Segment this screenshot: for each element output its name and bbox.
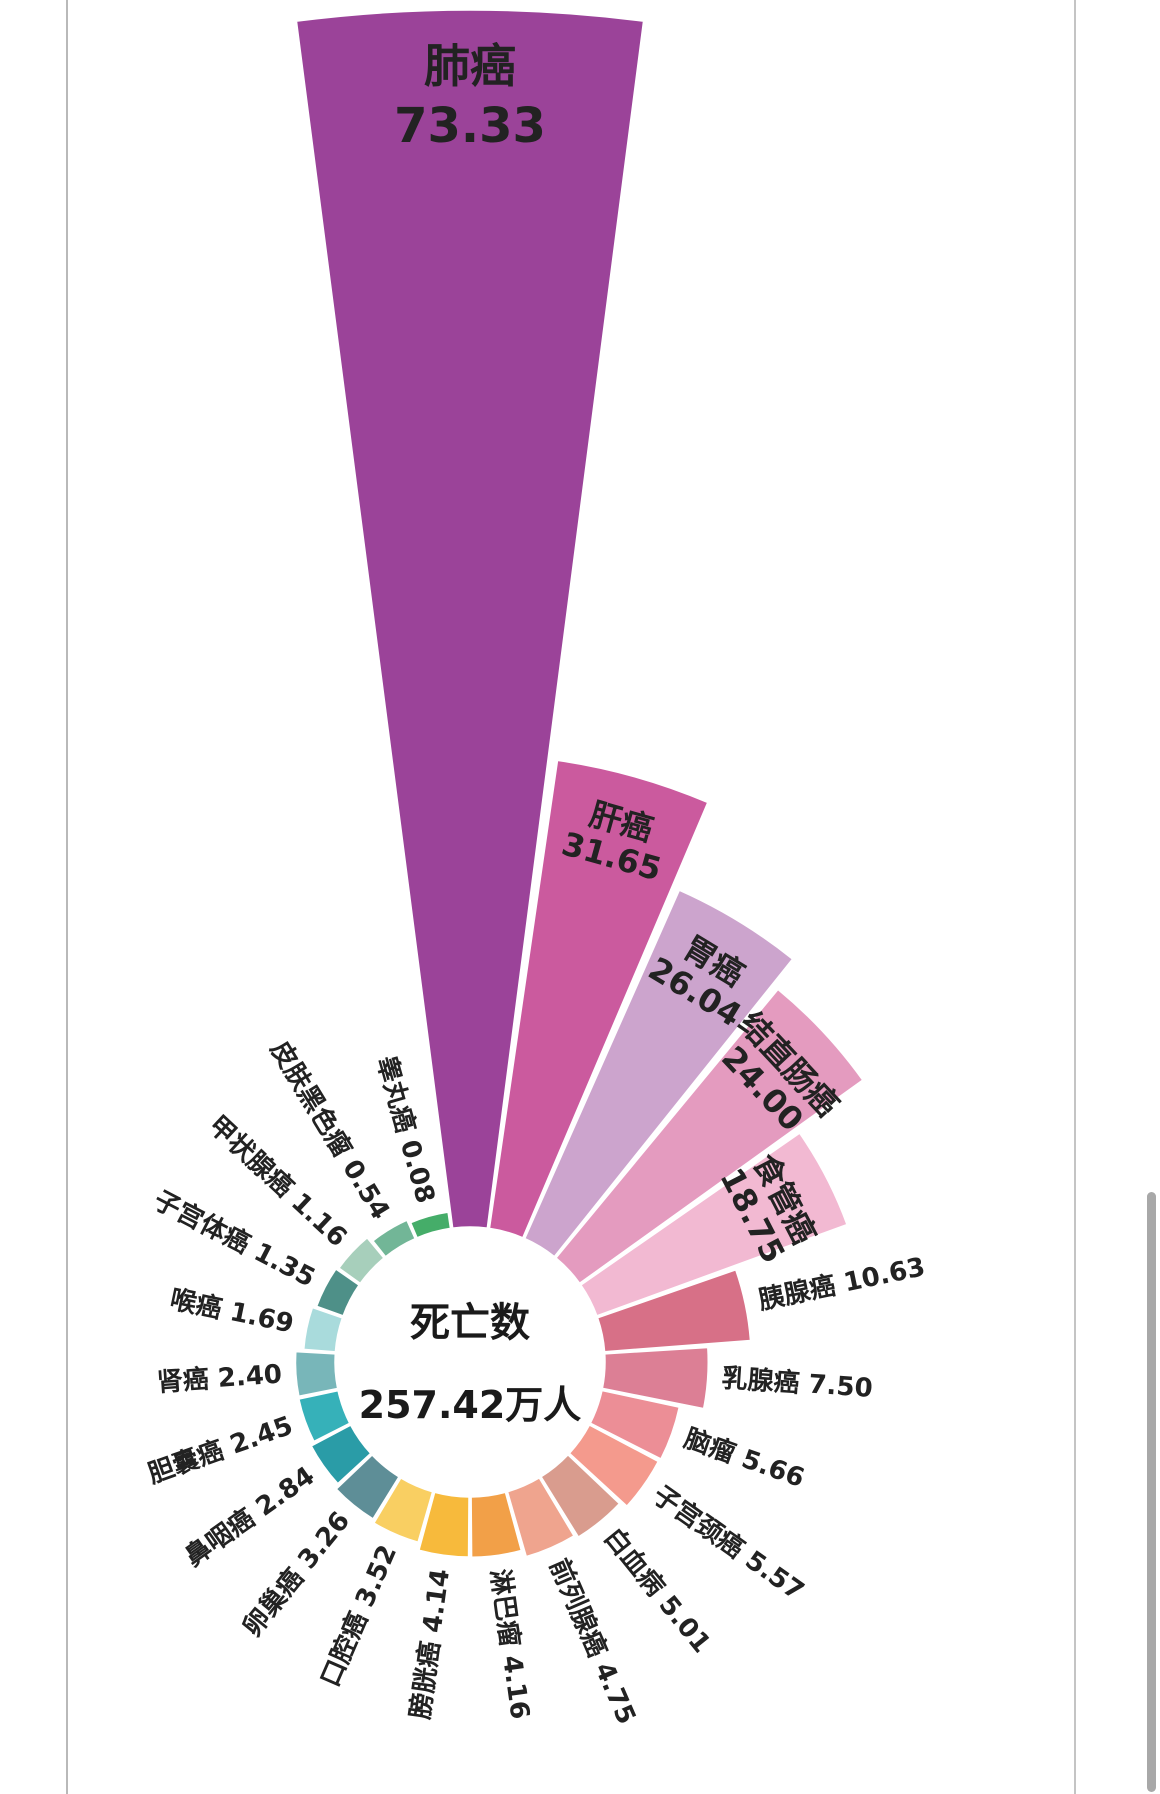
- center-total: 257.42万人: [359, 1383, 582, 1427]
- bar-3: [554, 988, 864, 1285]
- bar-8: [568, 1423, 660, 1508]
- bar-18: [302, 1306, 344, 1353]
- bar-16: [297, 1389, 351, 1443]
- bar-category-label: 口腔癌 3.52: [314, 1540, 403, 1691]
- bar-label-5: 胰腺癌 10.63: [756, 1251, 928, 1316]
- bar-category-label: 肺癌: [424, 39, 516, 93]
- bar-category-label: 膀胱癌 4.14: [405, 1567, 456, 1722]
- bar-category-label: 睾丸癌 0.08: [370, 1053, 441, 1207]
- chart-card: [66, 0, 1076, 1794]
- bar-category-label: 胰腺癌 10.63: [756, 1251, 928, 1316]
- bar-label-13: 口腔癌 3.52: [314, 1540, 403, 1691]
- bar-label-16: 胆囊癌 2.45: [144, 1410, 297, 1490]
- bar-label-17: 肾癌 2.40: [156, 1359, 283, 1399]
- bar-category-label: 乳腺癌 7.50: [721, 1363, 874, 1404]
- bar-category-label: 喉癌 1.69: [167, 1284, 296, 1340]
- bar-21: [371, 1219, 417, 1258]
- bar-15: [310, 1424, 372, 1485]
- scrollbar-thumb[interactable]: [1147, 1192, 1156, 1792]
- bar-value-label: 73.33: [394, 98, 546, 154]
- bar-9: [540, 1453, 621, 1539]
- bar-label-11: 淋巴瘤 4.16: [484, 1567, 535, 1721]
- bar-22: [409, 1211, 452, 1239]
- bar-4: [579, 1132, 848, 1317]
- bar-label-6: 乳腺癌 7.50: [721, 1363, 874, 1404]
- bar-category-label: 前列腺癌 4.75: [543, 1554, 642, 1729]
- bar-category-label: 肾癌 2.40: [156, 1359, 283, 1399]
- bar-10: [506, 1476, 575, 1558]
- bar-6: [601, 1346, 709, 1410]
- bar-13: [372, 1476, 434, 1544]
- bar-12: [418, 1491, 470, 1558]
- bar-11: [470, 1491, 523, 1559]
- bar-14: [335, 1453, 401, 1520]
- bar-2: [523, 889, 794, 1258]
- bar-label-7: 脑瘤 5.66: [680, 1423, 808, 1494]
- bar-5: [596, 1268, 752, 1353]
- chart-bars: [294, 9, 864, 1559]
- bar-label-22: 睾丸癌 0.08: [370, 1053, 441, 1207]
- bar-20: [337, 1236, 385, 1285]
- bar-category-label: 胆囊癌 2.45: [144, 1410, 297, 1490]
- bar-category-label: 淋巴瘤 4.16: [484, 1567, 535, 1721]
- bar-label-18: 喉癌 1.69: [167, 1284, 296, 1340]
- bar-0: [295, 9, 645, 1229]
- bar-label-9: 白血病 5.01: [598, 1522, 718, 1659]
- bar-19: [315, 1268, 361, 1317]
- center-title: 死亡数: [410, 1300, 530, 1346]
- bar-1: [488, 759, 709, 1239]
- bar-7: [589, 1389, 681, 1460]
- bar-category-label: 脑瘤 5.66: [680, 1423, 808, 1494]
- bar-label-12: 膀胱癌 4.14: [405, 1567, 456, 1722]
- bar-category-label: 白血病 5.01: [598, 1522, 718, 1659]
- bar-label-10: 前列腺癌 4.75: [543, 1554, 642, 1729]
- bar-17: [294, 1350, 339, 1398]
